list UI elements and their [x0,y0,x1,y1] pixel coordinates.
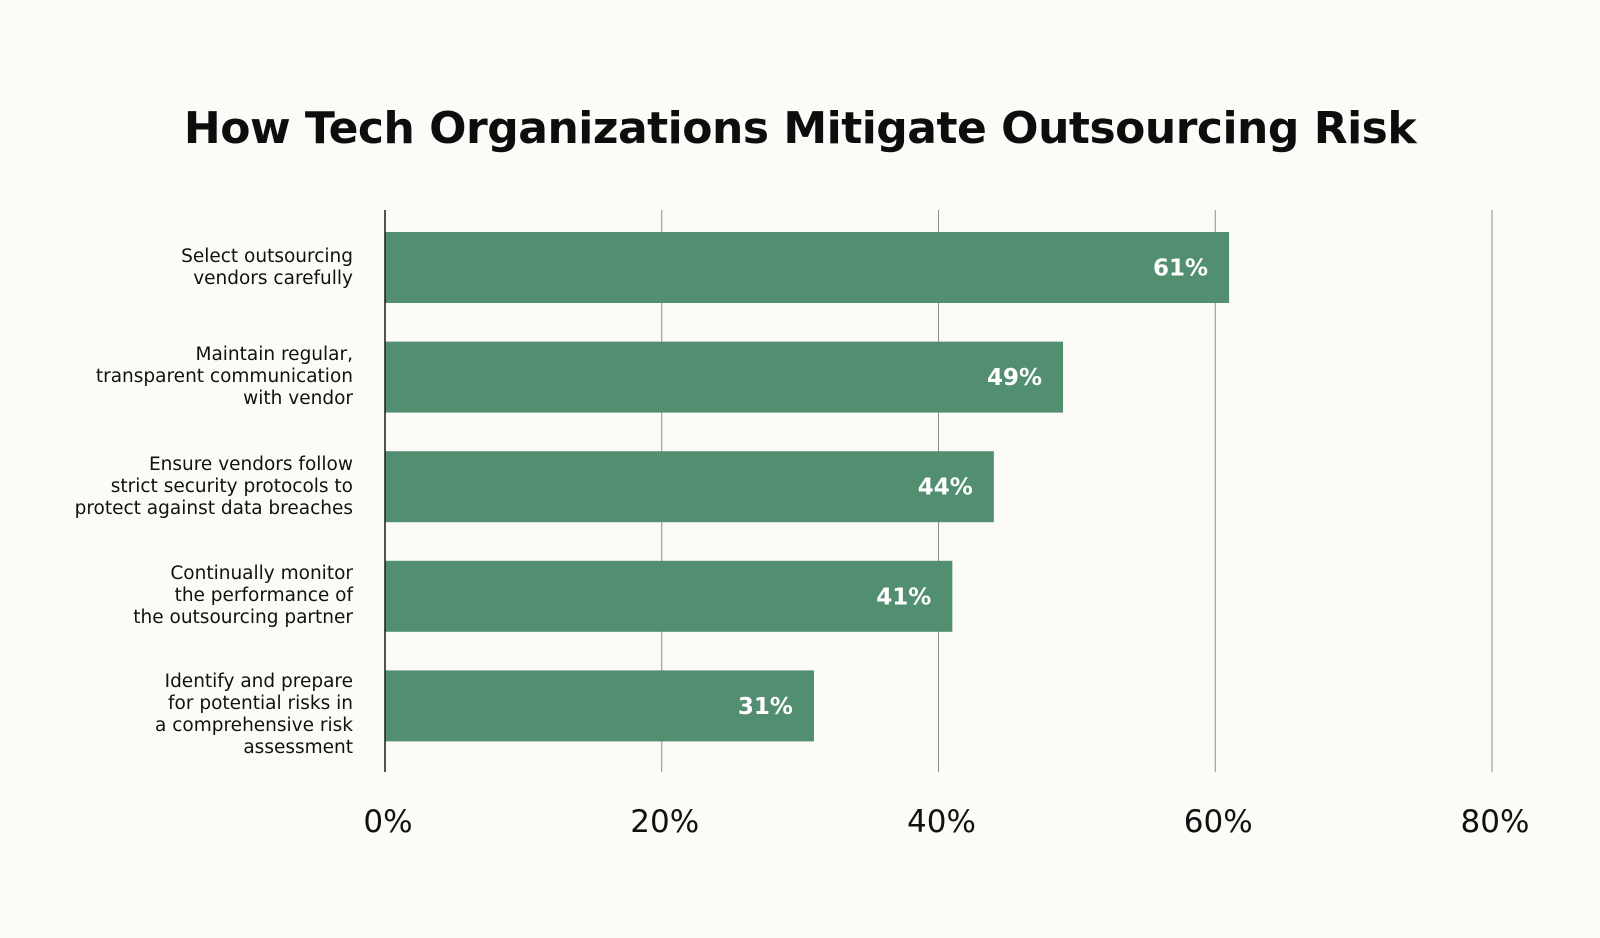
x-tick-label-0: 0% [363,804,412,840]
category-label-line: strict security protocols to [110,475,353,497]
category-label-line: the performance of [174,585,353,607]
x-tick-label-60: 60% [1184,804,1253,840]
category-label-line: a comprehensive risk [155,714,353,736]
category-label-line: vendors carefully [193,267,353,289]
category-label-line: Select outsourcing [181,245,353,267]
category-label-1: Select outsourcing vendors carefully [23,246,353,290]
bar-5 [385,670,814,742]
category-label-line: with vendor [243,388,353,410]
bar-value-label-1: 61% [1153,256,1208,282]
bar-value-label-4: 41% [876,584,931,610]
bar-2 [385,341,1064,413]
category-label-line: Ensure vendors follow [148,453,353,475]
x-tick-label-20: 20% [630,804,699,840]
x-tick-label-80: 80% [1461,804,1530,840]
category-label-line: assessment [243,736,353,758]
x-tick-label-40: 40% [907,804,976,840]
category-label-line: transparent communication [95,366,353,388]
category-label-2: Maintain regular, transparent communicati… [23,344,353,410]
bar-3 [385,451,994,523]
category-label-line: Continually monitor [170,563,353,585]
category-label-3: Ensure vendors follow strict security pro… [23,454,353,520]
category-label-line: Maintain regular, [195,344,353,366]
bar-value-label-2: 49% [987,365,1042,391]
chart-title: How Tech Organizations Mitigate Outsourc… [183,103,1417,154]
category-label-4: Continually monitor the performance of the… [23,563,353,629]
bar-value-label-3: 44% [918,475,973,501]
category-label-5: Identify and prepare for potential risks … [23,671,353,759]
category-label-line: the outsourcing partner [133,607,353,629]
bar-4 [385,560,953,632]
bar-value-label-5: 31% [738,694,793,720]
category-label-line: Identify and prepare [164,670,353,692]
category-label-line: for potential risks in [168,692,353,714]
bar-1 [385,232,1230,303]
category-label-line: protect against data breaches [74,497,353,519]
